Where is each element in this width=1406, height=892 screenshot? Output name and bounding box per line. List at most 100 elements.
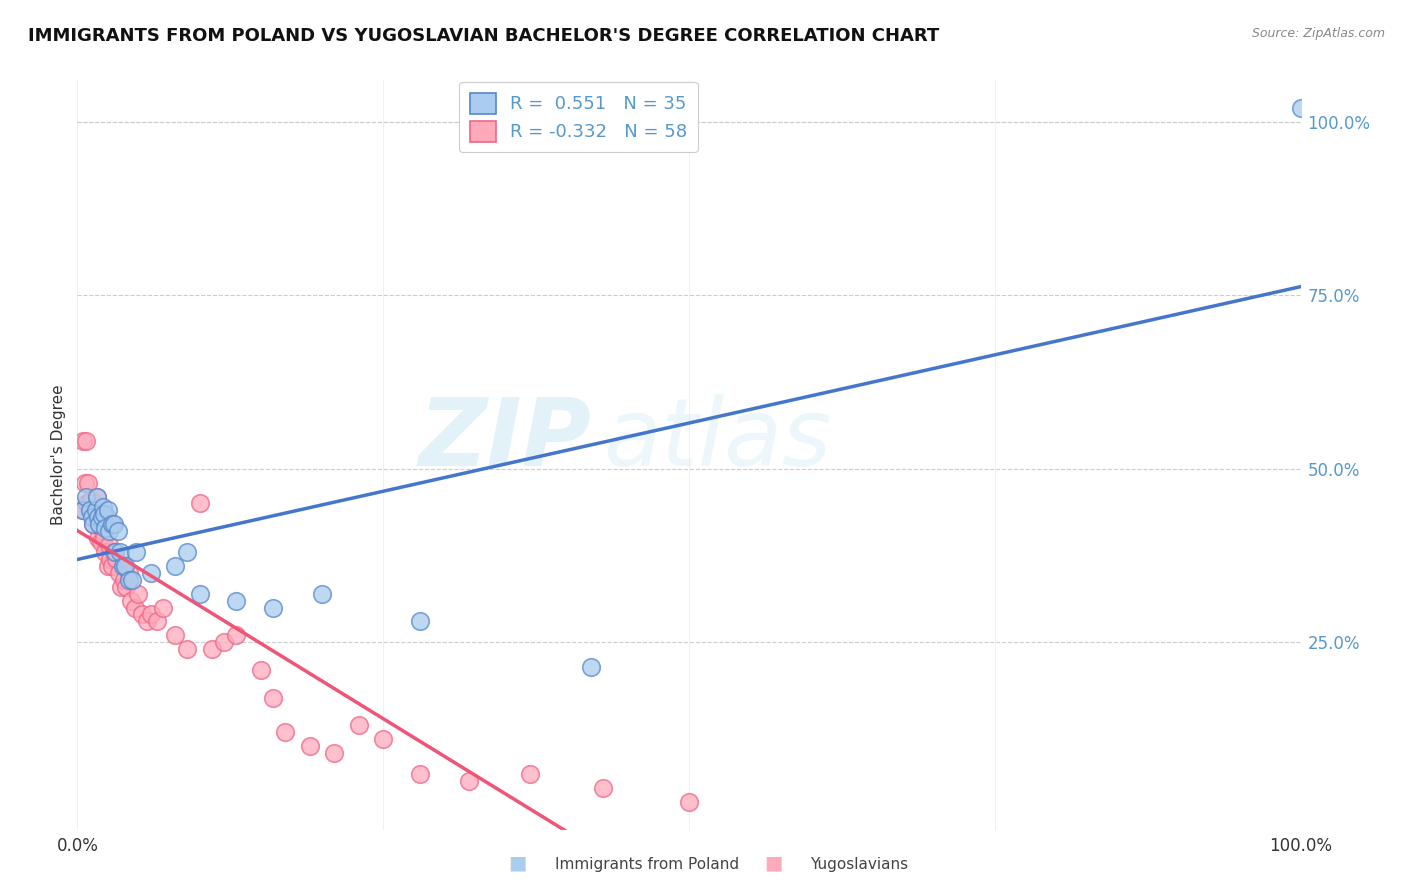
Point (457, 774, 479, 789)
Point (114, 558, 136, 573)
Point (73, 475, 96, 490)
Text: ZIP: ZIP (418, 394, 591, 486)
Point (105, 552, 128, 566)
Point (98, 552, 121, 566)
Point (120, 593, 142, 607)
Point (90, 517, 112, 532)
Point (165, 628, 187, 642)
Point (125, 545, 148, 559)
Text: IMMIGRANTS FROM POLAND VS YUGOSLAVIAN BACHELOR'S DEGREE CORRELATION CHART: IMMIGRANTS FROM POLAND VS YUGOSLAVIAN BA… (28, 27, 939, 45)
Point (409, 767, 432, 781)
Point (94, 545, 117, 559)
Point (176, 642, 198, 657)
Point (112, 573, 135, 587)
Point (176, 545, 198, 559)
Point (100, 517, 122, 532)
Text: Source: ZipAtlas.com: Source: ZipAtlas.com (1251, 27, 1385, 40)
Legend: R =  0.551   N = 35, R = -0.332   N = 58: R = 0.551 N = 35, R = -0.332 N = 58 (460, 82, 697, 153)
Point (84, 503, 107, 517)
Point (103, 517, 125, 532)
Point (100, 558, 122, 573)
Point (108, 545, 131, 559)
Point (96, 510, 118, 524)
Point (409, 615, 432, 629)
Point (98, 538, 121, 552)
Point (152, 600, 174, 615)
Point (298, 739, 321, 754)
Point (519, 767, 541, 781)
Text: Yugoslavians: Yugoslavians (810, 857, 908, 872)
Point (225, 593, 247, 607)
Point (118, 573, 141, 587)
Point (121, 573, 143, 587)
Point (212, 635, 235, 649)
Point (80, 493, 103, 508)
Point (82, 517, 104, 532)
Point (80, 510, 103, 524)
Point (131, 607, 153, 622)
Point (108, 566, 131, 580)
Point (93, 507, 115, 521)
Text: ■: ■ (763, 854, 783, 872)
Point (139, 607, 162, 622)
Point (72, 434, 94, 448)
Point (136, 615, 159, 629)
Point (347, 718, 370, 732)
Point (97, 558, 120, 573)
Point (371, 732, 394, 747)
Text: ■: ■ (508, 854, 527, 872)
Text: atlas: atlas (603, 394, 831, 485)
Point (124, 600, 146, 615)
Point (90, 510, 112, 524)
Point (188, 496, 211, 510)
Point (86, 490, 108, 504)
Point (188, 587, 211, 601)
Point (165, 558, 187, 573)
Point (75, 434, 97, 448)
Point (1289, 101, 1312, 115)
Point (94, 521, 117, 535)
Point (82, 517, 104, 532)
Point (79, 503, 101, 517)
Point (72, 503, 94, 517)
Point (201, 642, 224, 657)
Point (311, 587, 333, 601)
Point (110, 580, 132, 594)
Point (262, 690, 284, 705)
Point (93, 531, 115, 545)
Point (115, 580, 138, 594)
Point (70, 503, 93, 517)
Point (91, 524, 114, 539)
Point (90, 534, 112, 549)
Point (118, 566, 141, 580)
Y-axis label: Bachelor's Degree: Bachelor's Degree (51, 384, 66, 525)
Point (79, 503, 101, 517)
Point (77, 475, 100, 490)
Point (76, 496, 98, 510)
Point (97, 503, 120, 517)
Point (274, 725, 297, 739)
Point (87, 531, 110, 545)
Point (84, 503, 107, 517)
Point (103, 545, 125, 559)
Point (104, 545, 127, 559)
Point (89, 517, 111, 532)
Point (592, 780, 614, 795)
Point (262, 600, 284, 615)
Point (139, 566, 162, 580)
Point (87, 510, 110, 524)
Point (111, 558, 134, 573)
Point (98, 524, 121, 539)
Point (146, 615, 169, 629)
Point (75, 490, 97, 504)
Point (250, 663, 273, 677)
Point (323, 746, 346, 760)
Point (127, 587, 149, 601)
Point (83, 510, 105, 524)
Point (86, 490, 108, 504)
Point (579, 659, 602, 673)
Point (107, 524, 129, 539)
Point (678, 795, 700, 809)
Point (89, 517, 111, 532)
Point (80, 503, 103, 517)
